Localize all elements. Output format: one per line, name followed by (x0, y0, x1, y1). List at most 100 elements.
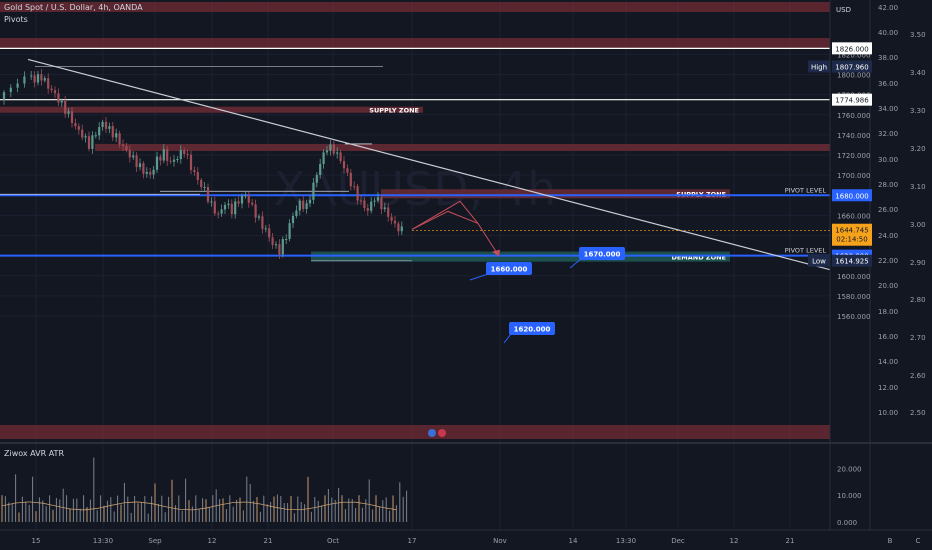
price-tick: 1580.000 (837, 293, 870, 301)
zone-rect (0, 106, 423, 113)
candle-body (244, 195, 247, 197)
level-tag (832, 42, 872, 55)
candle-body (101, 121, 104, 128)
candle-series (2, 69, 403, 259)
candle-body (169, 160, 172, 162)
candle-body (104, 121, 108, 129)
candle-body (16, 83, 19, 88)
zone-rect (381, 189, 730, 199)
candle-body (40, 74, 43, 81)
tertiary-tick: 3.50 (910, 31, 926, 39)
price-tick: 1720.000 (837, 152, 870, 160)
level-tag-text: Low (812, 258, 826, 266)
chart-labels: 1670.000 1660.000 1620.000 (469, 247, 625, 344)
candle-body (268, 228, 271, 238)
trend-line (27, 58, 831, 271)
candle-body (353, 186, 356, 188)
time-tick: 13:30 (616, 537, 636, 545)
price-tick: 1820.000 (837, 51, 870, 59)
secondary-tick: 34.00 (878, 105, 898, 113)
candle-body (288, 223, 291, 239)
secondary-tick: 30.00 (878, 156, 898, 164)
candle-body (118, 133, 121, 145)
candle-body (108, 126, 111, 129)
candle-body (179, 150, 182, 160)
candle-body (135, 155, 138, 168)
price-tick: 1700.000 (837, 172, 870, 180)
candle-body (237, 201, 240, 204)
pivots-indicator-label[interactable]: Pivots (4, 15, 28, 24)
tertiary-tick: 2.60 (910, 372, 926, 380)
symbol-title[interactable]: Gold Spot / U.S. Dollar, 4h, OANDA (4, 3, 143, 12)
candle-body (234, 201, 237, 215)
top-zone-band (0, 2, 830, 12)
candle-body (264, 228, 267, 230)
candle-body (397, 223, 400, 232)
time-tick: 12 (730, 537, 739, 545)
candle-body (359, 200, 363, 202)
candle-body (206, 187, 210, 202)
candle-body (53, 90, 57, 94)
pivot-level-label: PIVOT LEVEL (785, 186, 827, 194)
candle-body (186, 153, 189, 155)
time-tick: 21 (264, 537, 273, 545)
candle-body (50, 88, 53, 91)
candle-body (74, 123, 77, 127)
time-tick: 13:30 (93, 537, 113, 545)
candle-body (183, 150, 186, 154)
level-tag (832, 254, 872, 267)
us-flag-icon (438, 429, 446, 437)
candle-body (342, 161, 346, 169)
level-tag-label: 1614.925 (835, 258, 868, 266)
price-tick: 1660.000 (837, 212, 870, 220)
time-tick: 12 (208, 537, 217, 545)
tertiary-tick: 2.50 (910, 409, 926, 417)
candle-body (302, 200, 305, 210)
candle-body (298, 200, 301, 211)
candle-body (159, 156, 162, 161)
zone-label: SUPPLY ZONE (369, 107, 419, 115)
candle-body (149, 171, 152, 175)
time-tick: 17 (408, 537, 417, 545)
candle-body (128, 150, 131, 158)
level-lines: PIVOT LEVEL PIVOT LEVEL (0, 47, 830, 262)
candle-body (336, 152, 339, 154)
time-axis[interactable]: 15 13:30 Sep 12 21 Oct 17 Nov 14 13:30 Dec 12 21 B C (0, 529, 932, 545)
candle-body (278, 244, 281, 255)
projection-path (411, 210, 479, 230)
atr-tick: 20.000 (837, 465, 862, 473)
candle-body (138, 163, 142, 168)
price-axis[interactable]: USD1560.0001580.0001600.0001620.0001640.… (0, 0, 932, 530)
candle-body (33, 75, 36, 83)
callout-label: 1620.000 (514, 326, 551, 334)
time-tick: Dec (671, 537, 685, 545)
atr-indicator-label[interactable]: Ziwox AVR ATR (4, 449, 65, 458)
callout-box (486, 262, 532, 275)
candle-body (57, 93, 60, 103)
candle-body (308, 199, 312, 204)
candle-body (380, 197, 383, 210)
callout-pointer (569, 258, 582, 269)
drawing-layer[interactable] (27, 58, 831, 271)
candle-body (30, 75, 33, 77)
candle-body (142, 163, 145, 174)
candle-body (387, 207, 390, 217)
tertiary-tick: 2.90 (910, 259, 926, 267)
callout-box (509, 322, 555, 335)
zone-rect (311, 251, 730, 262)
candle-body (2, 92, 6, 100)
level-tag-label: 1826.000 (835, 45, 868, 53)
secondary-tick: 36.00 (878, 80, 898, 88)
symbol-watermark: XAUUSD, 4h (274, 162, 557, 216)
candle-body (281, 239, 284, 255)
candle-body (257, 216, 261, 218)
candle-body (376, 197, 380, 201)
candle-body (155, 156, 159, 170)
secondary-tick: 24.00 (878, 232, 898, 240)
candle-body (70, 111, 74, 124)
candle-body (254, 204, 257, 218)
candle-body (172, 159, 176, 162)
